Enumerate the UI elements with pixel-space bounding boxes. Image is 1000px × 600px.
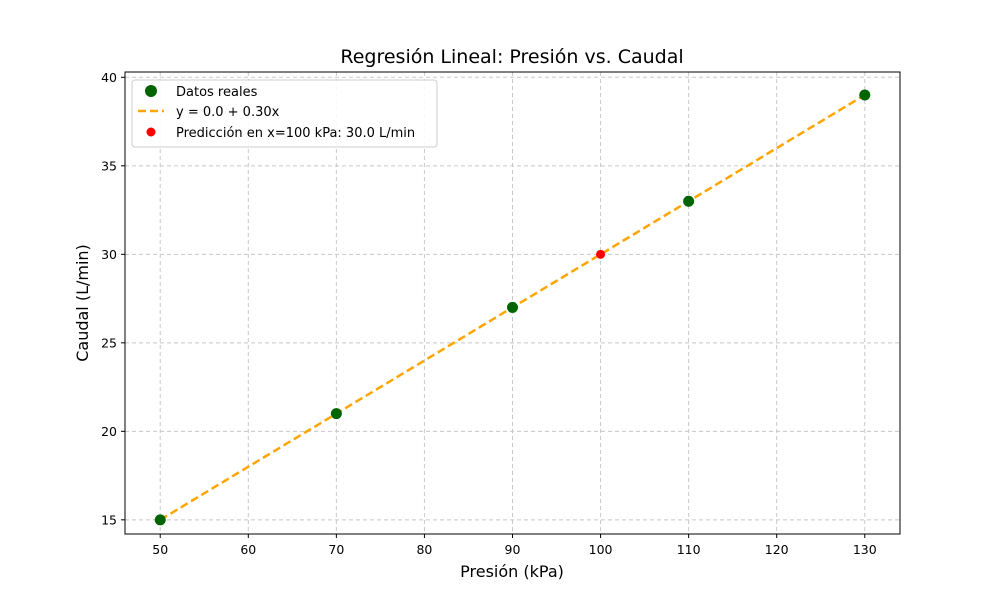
- y-tick-label-25: 25: [101, 335, 117, 350]
- x-tick-label-70: 70: [328, 542, 344, 557]
- prediction-point: [596, 249, 606, 259]
- data-point-90: [507, 301, 518, 313]
- x-tick-label-90: 90: [505, 542, 521, 557]
- data-point-130: [859, 89, 871, 101]
- data-point-70: [330, 408, 342, 420]
- legend-box: [131, 79, 438, 148]
- x-tick-label-130: 130: [853, 542, 877, 557]
- chart-title: Regresión Lineal: Presión vs. Caudal: [340, 46, 683, 68]
- grid-lines: [125, 72, 900, 534]
- x-tick-label-50: 50: [152, 542, 168, 557]
- x-tick-label-100: 100: [589, 542, 613, 557]
- y-tick-label-35: 35: [101, 158, 117, 173]
- x-tick-label-80: 80: [416, 542, 432, 557]
- y-tick-label-15: 15: [101, 512, 117, 527]
- y-tick-label-40: 40: [101, 70, 117, 85]
- y-tick-label-20: 20: [101, 424, 117, 439]
- y-tick-label-30: 30: [101, 247, 117, 262]
- data-point-110: [683, 195, 695, 207]
- plot-area: [154, 89, 871, 526]
- x-tick-label-110: 110: [677, 542, 701, 557]
- x-axis-label: Presión (kPa): [460, 562, 564, 581]
- axis-ticks: 50 60 70 80 90 100 110 120 130 15 20 25 30 35 40: [101, 70, 877, 557]
- legend-label-prediction: Predicción en x=100 kPa: 30.0 L/min: [176, 126, 415, 141]
- legend-marker-prediction: [146, 127, 156, 137]
- y-axis-label: Caudal (L/min): [73, 244, 92, 362]
- legend: Datos reales y = 0.0 + 0.30x Predicción …: [131, 79, 438, 148]
- legend-marker-datos-reales: [145, 85, 157, 97]
- legend-label-datos-reales: Datos reales: [176, 85, 258, 100]
- x-tick-label-120: 120: [765, 542, 789, 557]
- data-point-50: [154, 514, 166, 526]
- x-tick-label-60: 60: [240, 542, 256, 557]
- legend-label-regression: y = 0.0 + 0.30x: [176, 105, 280, 120]
